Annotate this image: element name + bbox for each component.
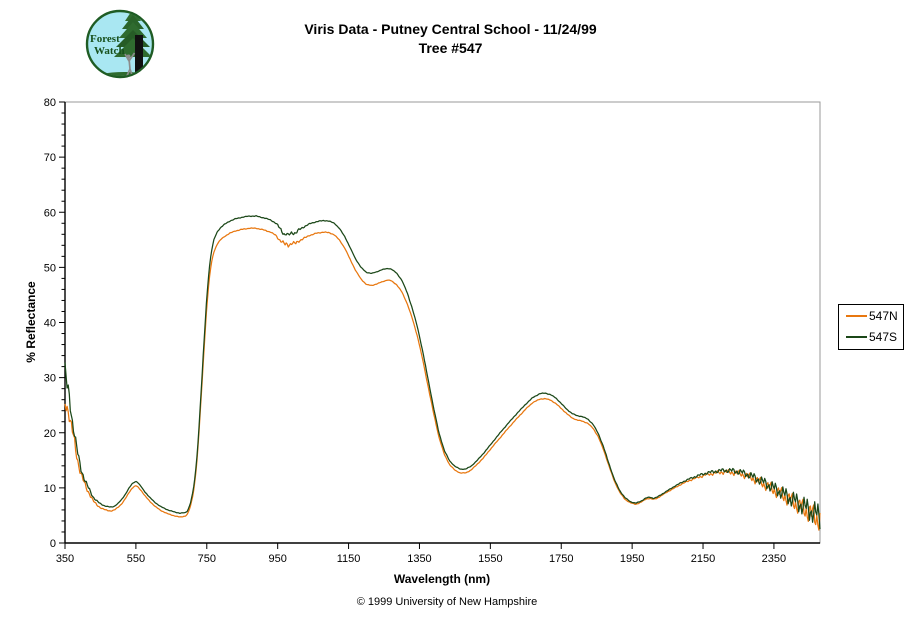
plot-border [64, 101, 821, 544]
legend-label: 547S [869, 329, 898, 344]
x-tick-label: 350 [56, 553, 74, 565]
x-tick-label: 1350 [407, 553, 431, 565]
logo-text-watch: Watch [94, 45, 125, 57]
logo-text-forest: Forest [90, 33, 120, 45]
y-tick-label: 30 [44, 373, 56, 385]
series-line-547S [64, 215, 821, 530]
copyright-text: © 1999 University of New Hampshire [356, 596, 538, 608]
x-axis-title: Wavelength (nm) [393, 572, 491, 586]
legend-item-547N: 547N [839, 305, 903, 326]
x-tick-label: 1750 [549, 553, 573, 565]
y-tick-label: 50 [44, 262, 56, 274]
legend-item-547S: 547S [839, 326, 903, 347]
x-tick-label: 1150 [337, 553, 361, 565]
legend-line-sample [846, 335, 867, 338]
y-tick-label: 20 [44, 428, 56, 440]
y-tick-label: 10 [44, 483, 56, 495]
x-tick-label: 2350 [762, 553, 786, 565]
x-tick-label: 1550 [478, 553, 502, 565]
y-axis: 0 10 20 30 40 50 60 70 80 [44, 97, 66, 550]
x-tick-label: 550 [127, 553, 145, 565]
y-tick-label: 0 [50, 538, 56, 550]
title-block: Viris Data - Putney Central School - 11/… [0, 20, 901, 58]
legend-label: 547N [869, 308, 898, 323]
x-tick-label: 750 [198, 553, 216, 565]
logo-climber-icon [124, 52, 136, 76]
y-tick-label: 60 [44, 207, 56, 219]
x-tick-label: 1950 [620, 553, 644, 565]
legend-line-sample [846, 314, 867, 317]
y-tick-label: 80 [44, 97, 56, 109]
chart-title: Viris Data - Putney Central School - 11/… [304, 21, 597, 37]
x-axis: 350 550 750 950 1150 1350 1550 1750 1950 2150 2350 [56, 542, 820, 565]
x-tick-label: 950 [268, 553, 286, 565]
y-tick-label: 40 [44, 318, 56, 330]
y-axis-title: % Reflectance [24, 281, 38, 363]
forest-watch-logo: Forest Watch [84, 5, 156, 81]
chart-subtitle: Tree #547 [418, 40, 483, 56]
y-tick-label: 70 [44, 152, 56, 164]
chart-legend: 547N 547S [838, 304, 904, 350]
forest-watch-logo-graphic [85, 9, 155, 79]
x-tick-label: 2150 [691, 553, 715, 565]
series-line-547N [64, 227, 821, 531]
